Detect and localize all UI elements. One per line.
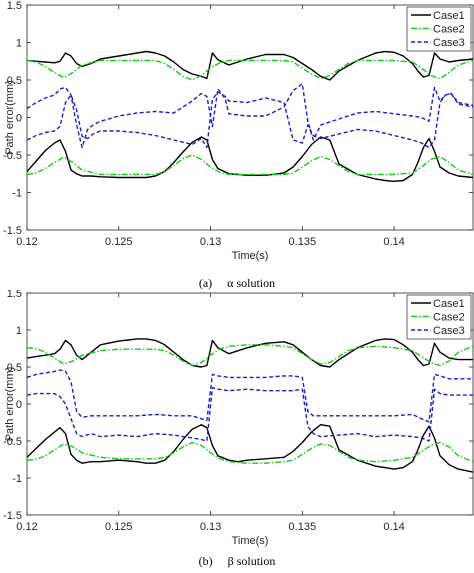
chart-b-y-axis-label: Path error(mm) bbox=[4, 367, 16, 442]
chart-b-y-tick-label: 0 bbox=[16, 399, 22, 411]
caption-a-tag: (a) bbox=[198, 276, 213, 290]
chart-b-x-tick-label: 0.13 bbox=[200, 521, 221, 533]
chart-b-x-tick-label: 0.135 bbox=[289, 521, 317, 533]
caption-b-text: β solution bbox=[227, 554, 276, 568]
chart-b-y-tick-label: 0.5 bbox=[7, 362, 22, 374]
chart-a-legend-label-case2: Case2 bbox=[433, 24, 465, 36]
caption-b: (b) β solution bbox=[0, 554, 474, 569]
chart-b-y-tick-label: -1 bbox=[12, 473, 22, 485]
chart-b-series-case1-line-1 bbox=[27, 338, 473, 368]
chart-b-x-tick-label: 0.14 bbox=[383, 521, 404, 533]
chart-a-legend-label-case3: Case3 bbox=[433, 37, 465, 49]
caption-a: (a) α solution bbox=[0, 276, 474, 291]
chart-a-svg: 1.5 1 0.5 0 -0.5 -1 -1.50.12 0.125 0.13 0.135 0.14… bbox=[3, 0, 474, 262]
chart-b-series-case2-line-2 bbox=[27, 441, 473, 464]
chart-a-series-case2-line-2 bbox=[27, 154, 473, 176]
chart-a-series-case3-line-1 bbox=[27, 83, 473, 149]
chart-a-y-axis-label: Path error(mm) bbox=[4, 80, 16, 155]
chart-b-legend-label-case3: Case3 bbox=[433, 325, 465, 337]
chart-b-legend-label-case1: Case1 bbox=[433, 298, 465, 310]
chart-b-y-tick-label: 1.5 bbox=[7, 290, 22, 300]
chart-b-series-case1-line-2 bbox=[27, 423, 473, 473]
chart-a-y-tick-label: 1 bbox=[16, 38, 22, 50]
chart-a-legend-label-case1: Case1 bbox=[433, 10, 465, 22]
chart-a-series-case3-line-2 bbox=[27, 91, 473, 149]
chart-a-x-tick-label: 0.13 bbox=[200, 236, 221, 248]
chart-a-y-tick-label: 0.5 bbox=[7, 75, 22, 87]
chart-a-x-tick-label: 0.14 bbox=[383, 236, 404, 248]
chart-panel-b: 1.5 1 0.5 0 -0.5 -1 -1.5 0.12 0.125 0.13 0.135 0.14… bbox=[0, 290, 474, 573]
caption-a-text: α solution bbox=[227, 276, 276, 290]
chart-a-series-group bbox=[27, 50, 473, 183]
chart-a-y-tick-label: -0.5 bbox=[3, 150, 22, 162]
caption-b-tag: (b) bbox=[198, 554, 213, 568]
chart-b-x-tick-label: 0.12 bbox=[16, 521, 37, 533]
chart-b-series-case3-line-2 bbox=[27, 386, 473, 442]
chart-b-plot-area bbox=[26, 292, 474, 516]
chart-b-y-tick-label: -0.5 bbox=[3, 436, 22, 448]
chart-b-y-tick-label: -1.5 bbox=[3, 510, 22, 522]
chart-b-series-case2-line-1 bbox=[27, 344, 473, 367]
chart-a-plot-area bbox=[26, 4, 474, 231]
chart-b-series-group bbox=[27, 338, 473, 473]
chart-panel-a: 1.5 1 0.5 0 -0.5 -1 -1.5 0.12 0.125 0.13 0.135 0.14… bbox=[0, 0, 474, 291]
chart-a-y-tick-label: -1 bbox=[12, 188, 22, 200]
chart-a-series-case2-line-1 bbox=[27, 59, 473, 81]
chart-a-x-tick-label: 0.12 bbox=[16, 236, 37, 248]
chart-a-x-tick-label: 0.135 bbox=[289, 236, 317, 248]
chart-a-x-axis-label: Time(s) bbox=[232, 250, 269, 262]
chart-b-y-tick-label: 1 bbox=[16, 325, 22, 337]
chart-a-y-tick-label: 0 bbox=[16, 113, 22, 125]
chart-a-y-tick-label: -1.5 bbox=[3, 225, 22, 237]
chart-a-x-tick-label: 0.125 bbox=[105, 236, 133, 248]
chart-b-svg: 1.5 1 0.5 0 -0.5 -1 -1.50.12 0.125 0.13 0.135 0.14… bbox=[3, 290, 474, 547]
chart-b-series-case3-line-1 bbox=[27, 369, 473, 423]
chart-b-legend-label-case2: Case2 bbox=[433, 312, 465, 324]
chart-b-x-axis-label: Time(s) bbox=[232, 535, 269, 547]
chart-a-y-tick-label: 1.5 bbox=[7, 0, 22, 12]
chart-b-x-tick-label: 0.125 bbox=[105, 521, 133, 533]
